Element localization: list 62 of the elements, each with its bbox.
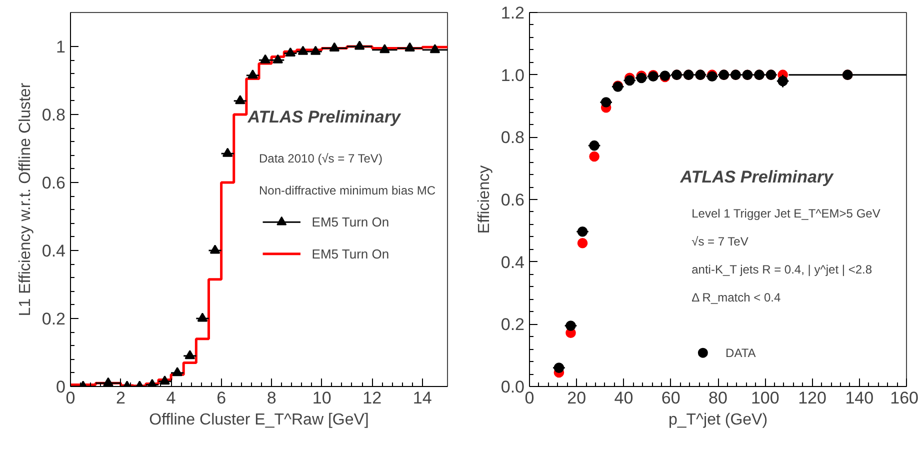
x-tick-label: 4: [166, 388, 176, 408]
point: [210, 244, 220, 254]
point: [235, 95, 246, 104]
annotation: anti-K_T jets R = 0.4, | y^jet | <2.8: [692, 262, 872, 277]
x-tick-label: 12: [362, 388, 382, 408]
point: [380, 44, 390, 54]
point: [778, 76, 788, 86]
x-axis-title: Offline Cluster E_T^Raw [GeV]: [149, 412, 369, 428]
point: [430, 44, 440, 54]
x-axis-title: p_T^jet (GeV): [668, 412, 768, 428]
annotation: Non-diffractive minimum bias MC: [259, 183, 436, 198]
x-tick-label: 2: [116, 388, 126, 408]
point: [589, 140, 600, 151]
y-tick-label: 0.4: [42, 242, 66, 260]
point: [222, 148, 233, 157]
x-tick-label: 100: [750, 388, 780, 408]
y-tick-label: 0.6: [500, 190, 525, 210]
point: [577, 226, 588, 237]
annotation: Level 1 Trigger Jet E_T^EM>5 GeV: [692, 206, 880, 221]
point: [589, 151, 600, 162]
point: [404, 42, 415, 52]
x-tick-label: 60: [661, 388, 680, 408]
x-tick-label: 80: [708, 388, 728, 408]
annotation: Data 2010 (√s = 7 TeV): [259, 152, 382, 166]
y-axis-title: L1 Efficiency w.r.t. Offline Cluster: [16, 82, 34, 316]
point: [600, 97, 612, 108]
legend-label: EM5 Turn On: [312, 246, 390, 262]
point: [354, 40, 365, 50]
point: [554, 362, 564, 373]
x-tick-label: 40: [614, 388, 634, 408]
point: [577, 238, 588, 248]
x-tick-label: 14: [412, 388, 432, 408]
x-tick-label: 120: [798, 388, 826, 408]
y-tick-label: 0.6: [42, 174, 66, 192]
legend-label: EM5 Turn On: [312, 214, 390, 230]
y-tick-label: 0.8: [500, 128, 525, 148]
y-axis-title: Efficiency: [476, 165, 493, 234]
x-tick-label: 20: [567, 388, 586, 408]
point: [172, 367, 182, 376]
x-tick-label: 6: [216, 388, 226, 408]
annotation: √s = 7 TeV: [692, 234, 748, 249]
legend-label: DATA: [726, 346, 756, 360]
point: [329, 42, 340, 52]
annotation: ATLAS Preliminary: [679, 168, 835, 187]
point: [197, 312, 208, 322]
y-tick-label: 0.2: [500, 315, 525, 334]
y-tick-label: 0.0: [500, 378, 525, 396]
y-tick-label: 1.2: [500, 4, 525, 22]
point: [566, 320, 576, 331]
y-tick-label: 0.4: [500, 252, 525, 272]
annotation: ATLAS Preliminary: [246, 108, 402, 127]
annotation: Δ R_match < 0.4: [692, 290, 781, 305]
x-tick-label: 10: [312, 388, 332, 408]
y-tick-label: 1.0: [500, 66, 525, 85]
x-tick-label: 140: [845, 388, 874, 408]
point: [248, 70, 258, 79]
x-tick-label: 8: [266, 388, 276, 408]
y-tick-label: 1: [56, 38, 66, 56]
point: [184, 350, 196, 360]
x-tick-label: 160: [890, 388, 918, 408]
y-tick-label: 0.2: [42, 310, 66, 328]
y-tick-label: 0.8: [42, 106, 66, 124]
